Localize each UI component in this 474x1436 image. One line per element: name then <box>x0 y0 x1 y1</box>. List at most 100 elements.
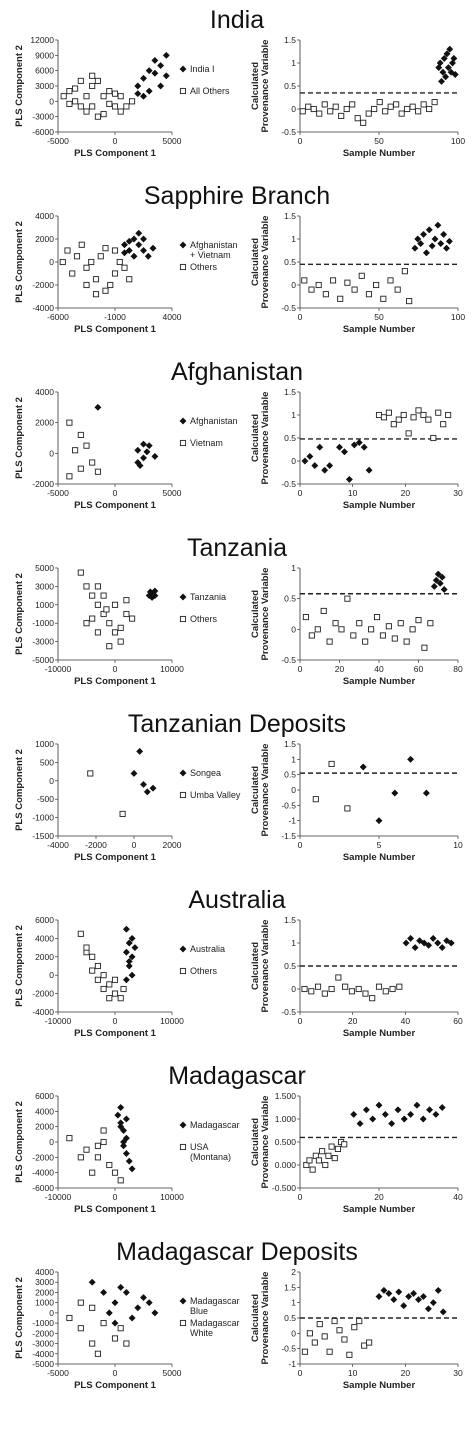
data-point-diamond <box>122 976 130 984</box>
x-tick-label: 0 <box>113 136 118 146</box>
y-tick-label: 1000 <box>35 1298 54 1308</box>
series-diamond-filled <box>122 925 139 984</box>
legend-label: Blue <box>190 1306 208 1316</box>
data-point-square <box>111 90 119 97</box>
data-point-diamond <box>440 230 448 238</box>
data-point-square <box>111 1335 119 1342</box>
data-point-square <box>373 281 380 289</box>
data-point-diamond <box>419 1292 427 1301</box>
data-point-diamond <box>130 235 138 243</box>
series-square-open <box>60 72 136 120</box>
data-point-diamond <box>125 939 133 947</box>
x-tick-label: 0 <box>298 136 303 146</box>
data-point-diamond <box>434 1286 442 1294</box>
series-square-open <box>66 1127 124 1184</box>
data-point-diamond <box>445 237 453 245</box>
y-tick-label: 0 <box>291 1328 296 1338</box>
data-point-square <box>379 632 387 639</box>
y-tick-label: 1 <box>291 58 296 68</box>
y-axis-label-line2: Provenance Variable <box>260 40 271 133</box>
panel-4: Tanzania500030001000-1000-3000-5000-1000… <box>14 534 463 687</box>
data-point-square <box>390 421 397 428</box>
x-tick-label: 0 <box>298 1016 303 1026</box>
data-point-diamond <box>122 948 130 956</box>
data-point-diamond <box>419 230 428 238</box>
x-tick-label: 0 <box>298 840 303 850</box>
data-point-square <box>106 995 113 1002</box>
data-point-square <box>344 279 351 286</box>
x-tick-label: 0 <box>113 664 118 674</box>
x-axis-label: PLS Component 1 <box>74 1380 157 1391</box>
data-point-diamond <box>448 59 457 67</box>
y-axis-label-line1: Calculated <box>250 62 261 110</box>
data-point-diamond <box>179 1297 187 1305</box>
y-tick-label: -0.5 <box>281 1344 296 1354</box>
data-point-square <box>326 1348 333 1355</box>
y-tick-label: 0 <box>291 785 296 795</box>
data-point-square <box>123 610 130 618</box>
data-point-square <box>400 411 407 419</box>
data-point-square <box>319 1148 326 1155</box>
data-point-square <box>117 624 124 631</box>
y-axis-label: PLS Component 2 <box>14 1277 25 1359</box>
y-tick-label: 0 <box>291 280 296 290</box>
data-point-square <box>123 597 130 604</box>
data-point-diamond <box>443 937 451 945</box>
y-tick-label: 0.5 <box>284 961 296 971</box>
x-axis-label: Sample Number <box>343 148 416 159</box>
data-point-square <box>344 805 351 812</box>
data-point-diamond <box>438 1103 446 1112</box>
data-point-square <box>78 241 85 248</box>
series-diamond-filled <box>411 221 453 257</box>
data-point-square <box>94 1350 101 1357</box>
data-point-square <box>92 291 100 298</box>
data-point-diamond <box>422 249 430 257</box>
data-point-diamond <box>179 593 187 601</box>
x-axis-label: PLS Component 1 <box>74 500 157 511</box>
data-point-square <box>77 465 84 472</box>
data-point-diamond <box>365 466 373 474</box>
x-tick-label: -5000 <box>47 136 69 146</box>
x-tick-label: 20 <box>401 1368 411 1378</box>
y-axis-label-line1: Calculated <box>250 590 261 638</box>
data-point-diamond <box>100 1288 108 1296</box>
y-axis-label-line2: Provenance Variable <box>260 920 271 1013</box>
data-point-square <box>329 277 337 284</box>
data-point-square <box>89 967 96 974</box>
y-tick-label: -1000 <box>32 1318 54 1328</box>
y-tick-label: 6000 <box>35 66 54 76</box>
data-point-diamond <box>151 56 159 64</box>
data-point-square <box>385 623 392 630</box>
data-point-diamond <box>130 252 138 260</box>
y-axis-label-line2: Provenance Variable <box>260 568 271 661</box>
data-point-diamond <box>407 1110 415 1118</box>
panel-title: Tanzanian Deposits <box>128 710 346 738</box>
data-point-diamond <box>139 246 148 255</box>
data-point-diamond <box>434 570 442 578</box>
y-tick-label: 0 <box>291 984 296 994</box>
panel-1: India 12000 9000 6000 3000 0 -3000 -6000-5000 0 5… <box>14 6 465 159</box>
data-point-square <box>338 626 345 633</box>
data-point-diamond <box>391 789 399 797</box>
data-point-diamond <box>316 443 324 451</box>
pls-score-plot: 40003000200010000-1000-2000-3000-4000-50… <box>14 1267 240 1391</box>
legend-label: + Vietnam <box>190 250 231 260</box>
x-axis-label: Sample Number <box>343 676 416 687</box>
x-tick-label: 10 <box>348 1368 358 1378</box>
series-square-open <box>303 1138 348 1173</box>
data-point-square <box>398 110 405 117</box>
y-tick-label: 2000 <box>35 234 54 244</box>
data-point-square <box>94 113 101 120</box>
x-axis-label: PLS Component 1 <box>74 852 157 863</box>
data-point-diamond <box>443 50 451 58</box>
legend-label: Australia <box>190 944 225 954</box>
data-point-square <box>106 643 113 650</box>
data-point-square <box>391 635 398 642</box>
data-point-square <box>322 1161 329 1169</box>
x-tick-label: 10 <box>348 488 358 498</box>
legend-label: USA <box>190 1142 209 1152</box>
